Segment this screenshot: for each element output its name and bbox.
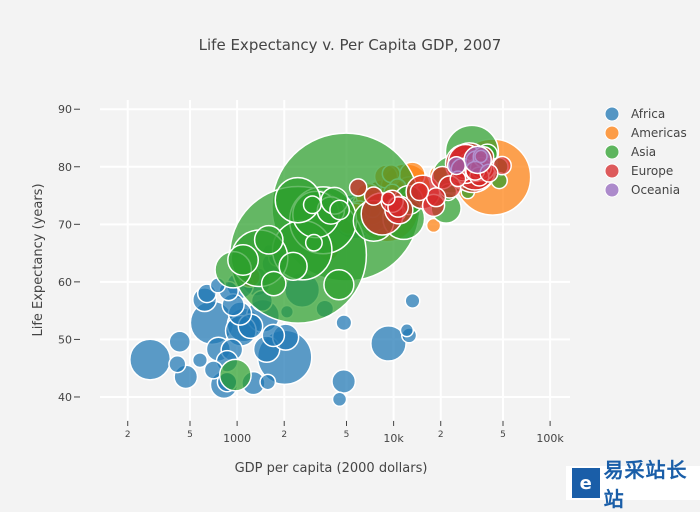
x-tick-label: 2	[125, 430, 131, 440]
x-tick-label: 100k	[536, 432, 564, 445]
x-tick-label: 10k	[383, 432, 404, 445]
bubble-point[interactable]	[168, 330, 192, 353]
y-axis-ticks: 40 50 60 70 80 90	[58, 103, 80, 404]
y-tick-label: 40	[58, 391, 72, 404]
legend-label: Oceania	[631, 183, 680, 197]
legend-marker-icon	[604, 163, 620, 179]
bubble-point[interactable]	[331, 368, 357, 394]
x-tick-label: 5	[344, 430, 350, 440]
y-tick-label: 50	[58, 333, 72, 346]
bubble-point[interactable]	[323, 269, 355, 301]
x-tick-label: 5	[187, 430, 193, 440]
bubble-point[interactable]	[399, 323, 415, 338]
bubble-point[interactable]	[329, 199, 351, 221]
watermark-logo: e 易采站长站	[566, 458, 700, 511]
x-axis-ticks: 2 5 1000 2 5 10k 2 5 100k	[125, 421, 564, 445]
watermark-icon: e	[572, 468, 600, 498]
legend-item-africa[interactable]: Africa	[604, 106, 665, 122]
bubble-point[interactable]	[191, 352, 209, 369]
y-tick-label: 80	[58, 161, 72, 174]
legend-label: Americas	[631, 126, 687, 140]
bubble-point[interactable]	[425, 217, 442, 234]
y-tick-label: 70	[58, 218, 72, 231]
legend: Africa Americas Asia Europe Oceania	[604, 106, 687, 198]
chart-title: Life Expectancy v. Per Capita GDP, 2007	[199, 36, 502, 54]
bubble-point[interactable]	[331, 391, 348, 408]
bubble-point[interactable]	[404, 292, 421, 309]
legend-label: Africa	[631, 107, 665, 121]
watermark-text: 易采站长站	[603, 458, 688, 511]
bubble-point[interactable]	[446, 156, 466, 176]
x-tick-label: 5	[500, 430, 506, 440]
bubble-point[interactable]	[168, 355, 187, 374]
bubble-point[interactable]	[335, 314, 353, 332]
y-tick-label: 60	[58, 276, 72, 289]
bubble-point[interactable]	[425, 187, 447, 208]
series-asia	[214, 124, 509, 392]
bubble-point[interactable]	[261, 323, 286, 348]
legend-label: Asia	[631, 145, 656, 159]
y-axis-label: Life Expectancy (years)	[31, 183, 46, 336]
x-tick-label: 2	[281, 430, 287, 440]
bubble-point[interactable]	[218, 358, 252, 392]
bubble-point[interactable]	[253, 224, 284, 255]
x-tick-label: 2	[438, 430, 444, 440]
bubble-point[interactable]	[302, 195, 322, 215]
bubble-point[interactable]	[381, 191, 396, 206]
bubble-point[interactable]	[260, 270, 287, 297]
x-axis-label: GDP per capita (2000 dollars)	[235, 461, 428, 476]
bubble-point[interactable]	[259, 373, 277, 391]
legend-marker-icon	[604, 182, 620, 198]
bubble-point[interactable]	[304, 233, 323, 252]
bubble-point[interactable]	[278, 251, 308, 282]
legend-marker-icon	[604, 125, 620, 141]
x-tick-label: 1000	[223, 432, 251, 445]
legend-marker-icon	[604, 144, 620, 160]
legend-item-europe[interactable]: Europe	[604, 163, 673, 179]
legend-marker-icon	[604, 106, 620, 122]
bubble-point[interactable]	[348, 178, 368, 197]
series-oceania	[446, 145, 492, 176]
bubble-point[interactable]	[227, 244, 259, 276]
bubble-point[interactable]	[370, 325, 407, 362]
bubble-chart: 2 5 1000 2 5 10k 2 5 100k 40 50 60 70 80 90 Life Expe…	[31, 36, 687, 476]
legend-item-oceania[interactable]: Oceania	[604, 182, 680, 198]
legend-item-asia[interactable]: Asia	[604, 144, 656, 160]
legend-label: Europe	[631, 164, 673, 178]
bubble-point[interactable]	[463, 145, 492, 175]
legend-item-americas[interactable]: Americas	[604, 125, 687, 141]
bubble-point[interactable]	[129, 338, 172, 381]
bubbles	[129, 124, 532, 408]
y-tick-label: 90	[58, 103, 72, 116]
bubble-point[interactable]	[409, 181, 430, 202]
